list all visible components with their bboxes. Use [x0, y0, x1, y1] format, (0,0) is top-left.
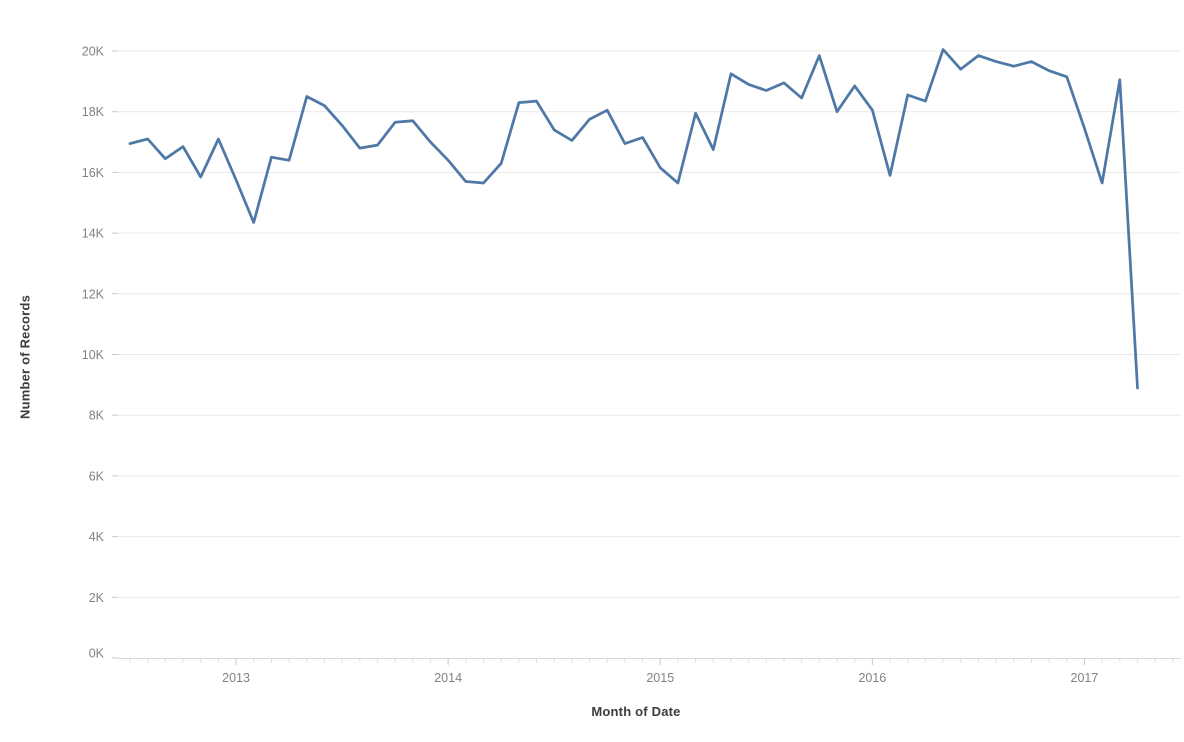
x-tick-label: 2015 — [646, 671, 674, 685]
y-tick-label: 6K — [89, 469, 105, 483]
y-tick-label: 14K — [82, 227, 105, 241]
x-tick-label: 2014 — [434, 671, 462, 685]
x-tick-label: 2017 — [1071, 671, 1099, 685]
y-tick-label: 0K — [89, 647, 105, 661]
y-tick-label: 2K — [89, 591, 105, 605]
x-tick-label: 2016 — [858, 671, 886, 685]
y-axis-title-text: Number of Records — [17, 294, 33, 420]
y-tick-label: 12K — [82, 287, 105, 301]
y-tick-label: 8K — [89, 409, 105, 423]
y-tick-label: 20K — [82, 45, 105, 59]
y-tick-label: 10K — [82, 348, 105, 362]
data-line[interactable] — [128, 48, 1139, 390]
y-tick-label: 18K — [82, 105, 105, 119]
x-axis-title: Month of Date — [591, 704, 681, 719]
y-tick-label: 16K — [82, 166, 105, 180]
x-tick-label: 2013 — [222, 671, 250, 685]
y-tick-label: 4K — [89, 530, 105, 544]
